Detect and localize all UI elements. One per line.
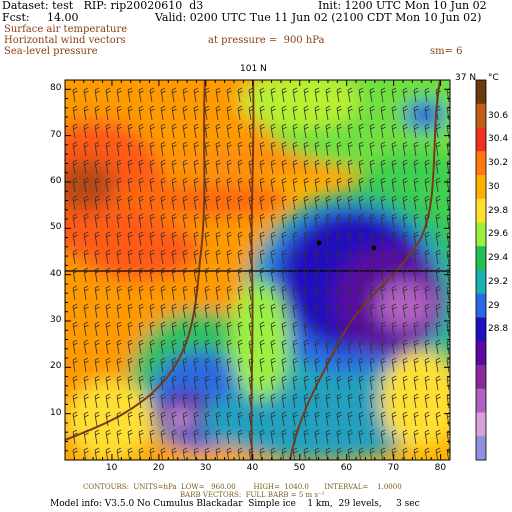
x-tick-label: 10 (105, 463, 118, 473)
colorbar-swatch (476, 388, 486, 413)
colorbar-swatch (476, 365, 486, 390)
colorbar-swatch (476, 80, 486, 105)
colorbar-swatch (476, 175, 486, 200)
colorbar-label: 30.4 (488, 134, 509, 145)
x-tick-label: 50 (293, 463, 306, 473)
colorbar-swatch (476, 222, 486, 247)
colorbar-label: 30 (488, 181, 500, 192)
valid-time-label: Valid: 0200 UTC Tue 11 Jun 02 (2100 CDT … (155, 11, 482, 24)
forecast-label: Fcst: 14.00 (2, 11, 79, 24)
colorbar-label: 30.2 (488, 158, 509, 169)
y-tick-label: 50 (50, 222, 62, 233)
colorbar-swatch (476, 198, 486, 223)
x-tick-label: 30 (199, 463, 212, 473)
colorbar-swatch (476, 127, 486, 152)
y-tick-label: 20 (50, 361, 62, 372)
wind-barbs (72, 87, 450, 460)
smoothing-label: sm= 6 (430, 46, 463, 57)
y-tick-label: 10 (50, 407, 62, 418)
x-tick-label: 60 (340, 463, 353, 473)
colorbar-label: 30.6 (488, 110, 509, 121)
y-tick-label: 40 (50, 268, 62, 279)
y-tick-label: 30 (50, 314, 62, 325)
colorbar-swatch (476, 246, 486, 271)
field-temperature: Surface air temperature (4, 24, 128, 35)
y-tick-label: 80 (50, 83, 62, 94)
field-pressure: Sea-level pressure (4, 46, 98, 57)
x-tick-label: 20 (152, 463, 165, 473)
colorbar-label: 29.4 (488, 253, 509, 264)
city-marker (316, 240, 322, 246)
map-top-label: 101 N (240, 64, 267, 74)
unit-label: °C (488, 73, 499, 83)
barb-info: BARB VECTORS: FULL BARB = 5 m s⁻¹ (180, 491, 325, 499)
colorbar-swatch (476, 317, 486, 342)
axis-ticks (65, 80, 450, 460)
x-tick-label: 70 (387, 463, 400, 473)
colorbar-swatch (476, 103, 486, 128)
map-right-top-label: 37 N (455, 73, 477, 83)
dataset-label: Dataset: test RIP: rip20020610 d3 (2, 0, 204, 12)
init-time-label: Init: 1200 UTC Mon 10 Jun 02 (318, 0, 487, 12)
colorbar-label: 29.6 (488, 229, 509, 240)
y-tick-label: 60 (50, 175, 62, 186)
colorbar (476, 80, 486, 461)
colorbar-swatch (476, 270, 486, 295)
colorbar-swatch (476, 293, 486, 318)
colorbar-swatch (476, 151, 486, 176)
field-wind: Horizontal wind vectors (4, 35, 126, 46)
city-marker (371, 245, 377, 251)
colorbar-swatch (476, 436, 486, 461)
plot-frame (64, 79, 451, 461)
colorbar-swatch (476, 412, 486, 437)
model-info: Model info: V3.5.0 No Cumulus Blackadar … (50, 499, 420, 509)
contour-info: CONTOURS: UNITS=hPa LOW= 960.00 HIGH= 10… (83, 483, 402, 491)
x-tick-label: 80 (434, 463, 447, 473)
colorbar-label: 29 (488, 300, 500, 311)
x-tick-label: 40 (246, 463, 259, 473)
temperature-field (65, 80, 450, 460)
pressure-level: at pressure = 900 hPa (208, 35, 325, 46)
colorbar-label: 28.8 (488, 324, 509, 335)
colorbar-label: 29.8 (488, 205, 509, 216)
colorbar-label: 29.2 (488, 276, 509, 287)
colorbar-swatch (476, 341, 486, 366)
y-tick-label: 70 (50, 129, 62, 140)
